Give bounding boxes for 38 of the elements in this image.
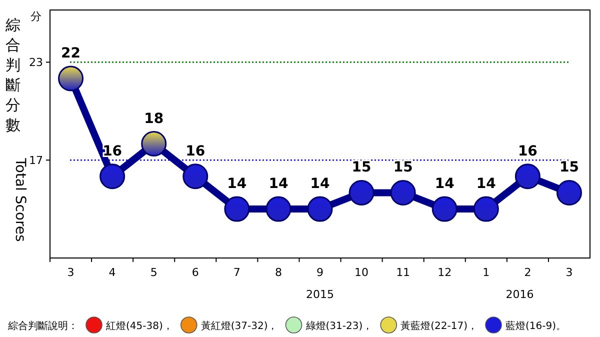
- text: 綠燈(31-23)，: [304, 320, 373, 332]
- x-tick-label: 3: [67, 266, 74, 279]
- data-label: 22: [61, 46, 81, 62]
- x-tick-label: 12: [438, 266, 452, 279]
- data-label: 15: [393, 160, 413, 176]
- data-label: 15: [559, 160, 579, 176]
- x-tick-label: 8: [274, 266, 282, 279]
- data-label: 14: [434, 176, 455, 192]
- data-label: 14: [227, 176, 247, 192]
- data-label: 16: [186, 143, 206, 160]
- x-tick-label: 11: [396, 266, 410, 279]
- x-tick-label: 2: [524, 266, 532, 279]
- x-tick-label: 10: [354, 266, 369, 279]
- data-label: 16: [518, 143, 538, 160]
- text: 綜合判斷說明：: [7, 320, 78, 332]
- text: 藍燈(16-9)。: [506, 320, 566, 332]
- data-label: 15: [352, 160, 372, 176]
- text: 紅燈(45-38)，: [106, 320, 173, 332]
- data-label: 14: [268, 176, 288, 192]
- x-tick-label: 5: [150, 266, 158, 279]
- text: 2016: [506, 288, 534, 301]
- x-tick-label: 3: [566, 266, 573, 279]
- data-label: 14: [476, 176, 496, 192]
- text: 分: [30, 10, 42, 23]
- text: 2015: [306, 288, 334, 301]
- x-tick-label: 4: [108, 266, 116, 279]
- x-tick-label: 7: [233, 266, 240, 279]
- data-label: 14: [310, 176, 330, 192]
- y-tick-label: 17: [29, 154, 43, 168]
- x-tick-label: 6: [192, 266, 199, 279]
- text: 黃藍燈(22-17)，: [400, 320, 478, 332]
- y-tick-label: 23: [29, 56, 43, 70]
- x-tick-label: 9: [316, 266, 324, 279]
- data-label: 18: [144, 110, 164, 127]
- text: 黃紅燈(37-32)，: [200, 320, 278, 332]
- text: Total Scores: [12, 157, 28, 242]
- x-tick-label: 1: [482, 266, 490, 279]
- y-axis-title: 綜合判斷分數: [4, 16, 20, 134]
